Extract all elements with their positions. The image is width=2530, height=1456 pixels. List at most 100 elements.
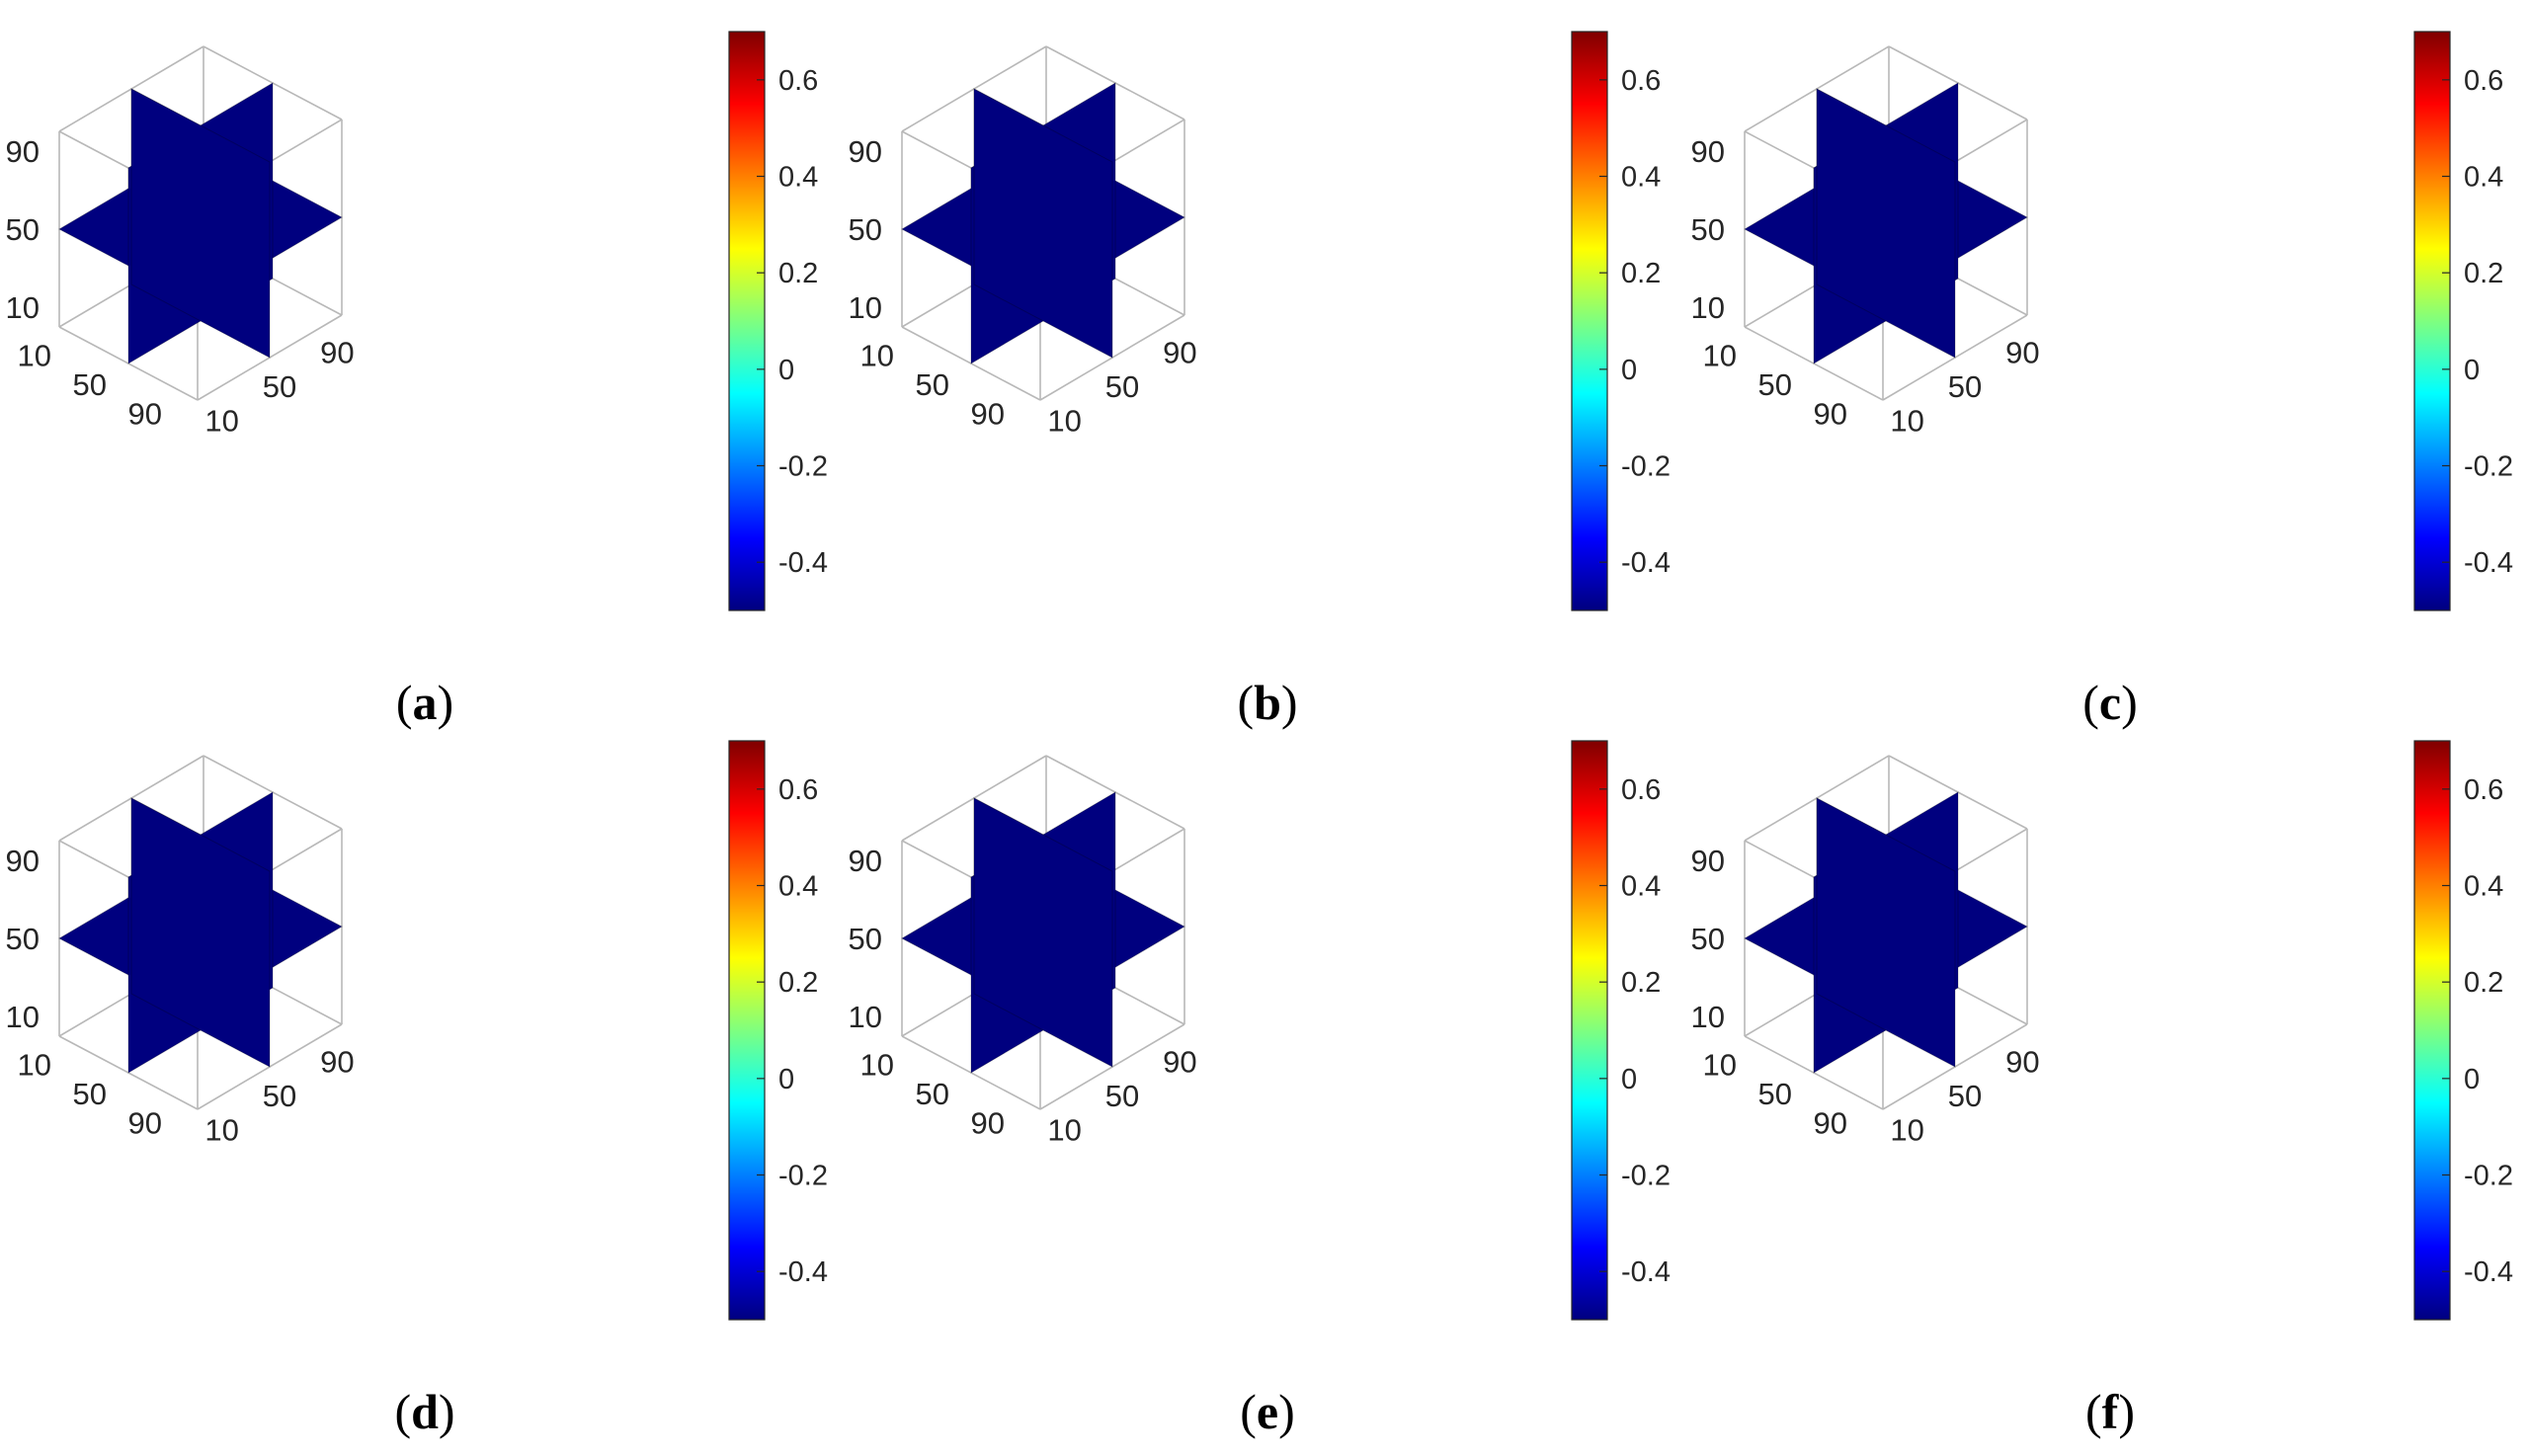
- colorbar-bar: [2413, 31, 2451, 611]
- z-tick-label: 10: [1691, 290, 1725, 325]
- colorbar-tick-label: 0: [778, 355, 794, 386]
- x-tick-label: 10: [1047, 1112, 1081, 1147]
- panel-e: 10 50 90 10 50 90 10 50 90 -0.4 -0.2 0 0.2 0.4 0.6 (e): [849, 740, 1671, 1439]
- caption-letter: c: [2099, 675, 2121, 730]
- colorbar-tick-label: 0.2: [1621, 967, 1661, 999]
- caption-close: ): [1278, 1384, 1295, 1439]
- y-tick-label: 90: [128, 1106, 162, 1141]
- colorbar-tick-label: 0: [1621, 355, 1637, 386]
- caption-letter: a: [413, 675, 438, 730]
- y-tick-label: 50: [916, 1077, 949, 1111]
- z-tick-label: 50: [6, 922, 40, 956]
- colorbar-tick-label: 0: [1621, 1064, 1637, 1095]
- caption-close: ): [2118, 1384, 2135, 1439]
- y-tick-label: 50: [1758, 1077, 1792, 1111]
- caption-letter: f: [2102, 1384, 2120, 1439]
- colorbar-tick-label: -0.4: [1621, 1256, 1671, 1288]
- z-tick-label: 50: [1691, 922, 1725, 956]
- panel-caption: (d): [394, 1384, 454, 1439]
- colorbar-tick-label: -0.4: [2464, 1256, 2513, 1288]
- colorbar-tick-label: -0.2: [2464, 1161, 2513, 1192]
- caption-letter: b: [1254, 675, 1281, 730]
- colorbar-tick-label: 0.6: [2464, 65, 2503, 97]
- y-tick-label: 10: [1703, 338, 1737, 372]
- colorbar-tick-label: -0.2: [778, 1161, 828, 1192]
- z-tick-label: 50: [6, 212, 40, 247]
- z-tick-label: 90: [849, 844, 882, 878]
- colorbar-tick-label: 0.2: [778, 967, 818, 999]
- colorbar-tick-label: 0.6: [778, 774, 818, 806]
- colorbar-tick-label: 0.6: [1621, 774, 1661, 806]
- colorbar-tick-label: 0.4: [778, 162, 818, 194]
- slices: [57, 82, 344, 364]
- colorbar-tick-label: 0.2: [1621, 258, 1661, 289]
- panel-d: 10 50 90 10 50 90 10 50 90 -0.4 -0.2 0 0.2 0.4 0.6 (d): [6, 740, 828, 1439]
- y-tick-label: 50: [73, 1077, 107, 1111]
- colorbar-bar: [1571, 31, 1608, 611]
- x-tick-label: 90: [1163, 1045, 1196, 1080]
- x-tick-label: 10: [204, 1112, 238, 1147]
- panel-caption: (c): [2082, 675, 2138, 730]
- z-tick-label: 90: [849, 134, 882, 169]
- colorbar-tick-label: 0.2: [778, 258, 818, 289]
- z-tick-label: 90: [6, 844, 40, 878]
- x-tick-label: 10: [204, 403, 238, 438]
- slices: [1743, 82, 2029, 364]
- slice-yz-outline: [1816, 88, 1956, 359]
- caption-open: (: [2082, 675, 2099, 730]
- axis-ticks: 10 50 90 10 50 90 10 50 90: [849, 134, 1197, 439]
- y-tick-label: 10: [18, 1047, 51, 1082]
- axis-ticks: 10 50 90 10 50 90 10 50 90: [1691, 134, 2040, 439]
- colorbar-tick-label: 0.4: [1621, 162, 1661, 194]
- panel-a: 10 50 90 10 50 90 10 50 90 -0.4 -0.2 0 0.2 0.4 0.6 (a): [6, 31, 828, 730]
- colorbar: -0.4 -0.2 0 0.2 0.4 0.6: [2413, 740, 2513, 1321]
- caption-close: ): [2121, 675, 2138, 730]
- y-tick-label: 50: [1758, 367, 1792, 402]
- colorbar-tick-label: -0.2: [2464, 451, 2513, 483]
- colorbar-bar: [728, 740, 766, 1321]
- x-tick-label: 50: [263, 369, 296, 404]
- panel-b: 10 50 90 10 50 90 10 50 90 -0.4 -0.2 0 0.2 0.4 0.6 (b): [849, 31, 1671, 730]
- z-tick-label: 50: [849, 212, 882, 247]
- x-tick-label: 50: [263, 1079, 296, 1113]
- y-tick-label: 50: [73, 367, 107, 402]
- z-tick-label: 50: [849, 922, 882, 956]
- colorbar-tick-label: 0.6: [2464, 774, 2503, 806]
- z-tick-label: 50: [1691, 212, 1725, 247]
- caption-letter: d: [411, 1384, 439, 1439]
- caption-open: (: [396, 675, 413, 730]
- colorbar-tick-label: 0: [2464, 1064, 2480, 1095]
- panel-caption: (b): [1237, 675, 1297, 730]
- colorbar-tick-label: 0.6: [1621, 65, 1661, 97]
- y-tick-label: 90: [971, 1106, 1005, 1141]
- slice-yz-outline: [1816, 797, 1956, 1068]
- x-tick-label: 90: [320, 1045, 354, 1080]
- y-tick-label: 90: [1814, 1106, 1847, 1141]
- colorbar: -0.4 -0.2 0 0.2 0.4 0.6: [2413, 31, 2513, 611]
- caption-close: ): [438, 675, 454, 730]
- panel-c: 10 50 90 10 50 90 10 50 90 -0.4 -0.2 0 0.2 0.4 0.6 (c): [1691, 31, 2513, 730]
- x-tick-label: 90: [1163, 336, 1196, 370]
- z-tick-label: 90: [6, 134, 40, 169]
- colorbar-tick-label: -0.2: [1621, 451, 1671, 483]
- colorbar-bar: [728, 31, 766, 611]
- caption-open: (: [1240, 1384, 1257, 1439]
- x-tick-label: 50: [1948, 1079, 1982, 1113]
- colorbar-tick-label: -0.4: [778, 547, 828, 579]
- x-tick-label: 50: [1948, 369, 1982, 404]
- z-tick-label: 10: [849, 290, 882, 325]
- colorbar-tick-label: 0.2: [2464, 258, 2503, 289]
- colorbar-bar: [1571, 740, 1608, 1321]
- caption-open: (: [2085, 1384, 2102, 1439]
- colorbar: -0.4 -0.2 0 0.2 0.4 0.6: [728, 31, 828, 611]
- colorbar-bar: [2413, 740, 2451, 1321]
- slices: [900, 791, 1186, 1074]
- colorbar-tick-label: -0.4: [1621, 547, 1671, 579]
- y-tick-label: 90: [971, 397, 1005, 432]
- axis-ticks: 10 50 90 10 50 90 10 50 90: [1691, 844, 2040, 1148]
- caption-open: (: [394, 1384, 411, 1439]
- panel-caption: (f): [2085, 1384, 2135, 1439]
- slice-yz-outline: [973, 797, 1113, 1068]
